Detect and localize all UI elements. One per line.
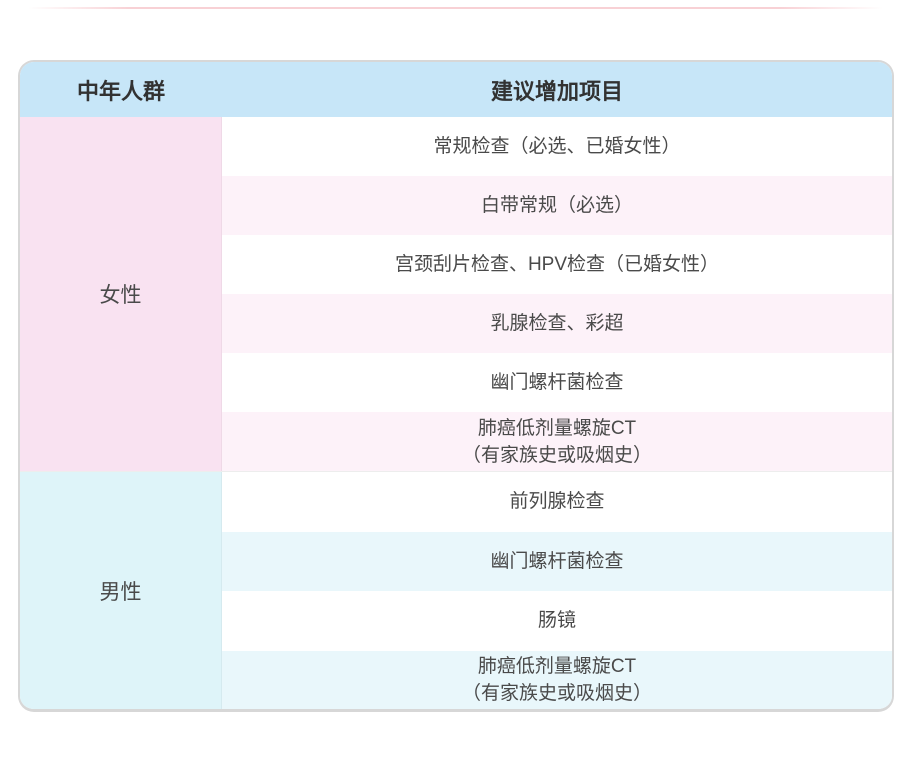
header-cell-population: 中年人群 bbox=[76, 78, 165, 104]
section-male: 男性 前列腺检查幽门螺杆菌检查 肠镜肺癌低剂量螺旋CT （有家族史或吸烟史） bbox=[20, 471, 892, 709]
header-cell-recommended-items: 建议增加项目 bbox=[490, 78, 623, 104]
table-body: 女性 常规检查（必选、已婚女性） 白带常规（必选） 宫颈刮片检查、HPV检查（已婚女性… bbox=[20, 117, 892, 709]
row-item-text: 肠镜 bbox=[537, 610, 576, 632]
checkup-table-card: 中年人群 建议增加项目 女性 常规检查（必选、已婚女性） 白带常规（必选） 宫颈刮片检… bbox=[18, 60, 894, 712]
table-row: 幽门螺杆菌检查 bbox=[222, 353, 892, 412]
top-hairline-decoration bbox=[28, 7, 883, 9]
row-item-text: 肺癌低剂量螺旋CT bbox=[477, 417, 637, 439]
row-item-text: 肺癌低剂量螺旋CT bbox=[477, 656, 637, 678]
table-row: 前列腺检查 bbox=[222, 472, 892, 532]
row-item-text: （有家族史或吸烟史） bbox=[461, 444, 652, 466]
table-row: 宫颈刮片检查、HPV检查（已婚女性） bbox=[222, 235, 892, 294]
row-item-text: 乳腺检查、彩超 bbox=[490, 313, 624, 334]
group-label-male: 男性 bbox=[20, 472, 222, 709]
table-row: 白带常规（必选） bbox=[222, 176, 892, 235]
table-row: 乳腺检查、彩超 bbox=[222, 294, 892, 353]
table-row: 幽门螺杆菌检查 bbox=[222, 531, 892, 591]
row-item-text: 常规检查（必选、已婚女性） bbox=[433, 136, 681, 157]
row-item-text: 幽门螺杆菌检查 bbox=[490, 550, 624, 572]
table-header: 中年人群 建议增加项目 bbox=[20, 62, 892, 117]
row-item-text: 前列腺检查 bbox=[509, 491, 605, 513]
row-item-text: 白带常规（必选） bbox=[480, 195, 633, 216]
row-item-text: 宫颈刮片检查、HPV检查（已婚女性） bbox=[394, 254, 720, 275]
row-item-text: 幽门螺杆菌检查 bbox=[490, 372, 624, 393]
rows-female: 常规检查（必选、已婚女性） 白带常规（必选） 宫颈刮片检查、HPV检查（已婚女性） 乳… bbox=[222, 117, 892, 471]
group-label-female: 女性 bbox=[20, 117, 222, 471]
table-row: 肺癌低剂量螺旋CT （有家族史或吸烟史） bbox=[222, 412, 892, 471]
table-row: 肠镜 bbox=[222, 591, 892, 651]
row-item-text: （有家族史或吸烟史） bbox=[461, 683, 652, 705]
rows-male: 前列腺检查幽门螺杆菌检查 肠镜肺癌低剂量螺旋CT （有家族史或吸烟史） bbox=[222, 472, 892, 709]
section-female: 女性 常规检查（必选、已婚女性） 白带常规（必选） 宫颈刮片检查、HPV检查（已婚女性… bbox=[20, 117, 892, 471]
table-row: 肺癌低剂量螺旋CT （有家族史或吸烟史） bbox=[222, 650, 892, 709]
table-row: 常规检查（必选、已婚女性） bbox=[222, 117, 892, 176]
